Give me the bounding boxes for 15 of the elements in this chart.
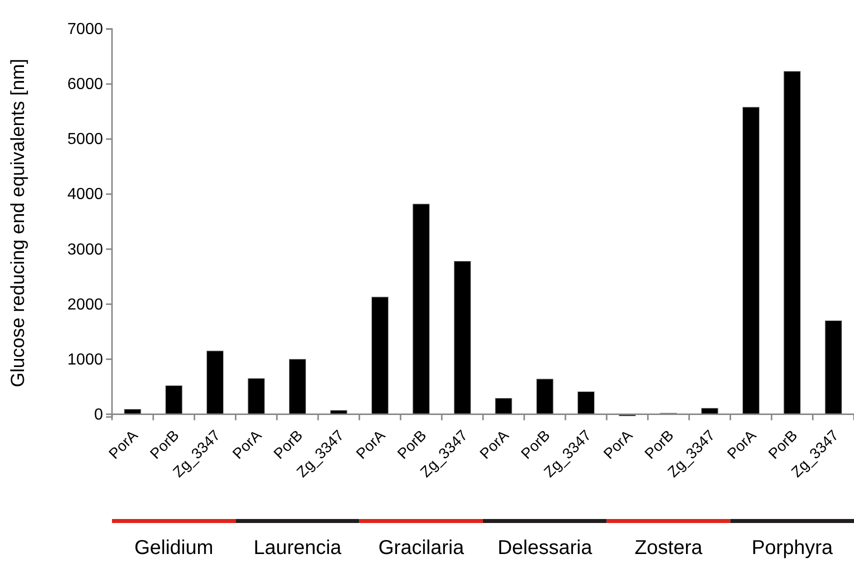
text: Gelidium [134,537,214,559]
y-tick-label: 1000 [67,351,104,368]
y-tick-label: 7000 [67,21,104,38]
y-tick-label: 0 [94,406,104,424]
y-tick-label: 3000 [67,241,104,258]
text: Porphyra [752,537,834,559]
text: Gracilaria [378,537,465,559]
y-tick-label: 4000 [67,186,104,204]
text: Delessaria [498,537,593,559]
text: Zostera [634,537,704,559]
y-tick-label: 2000 [67,296,104,314]
y-tick-label: 5000 [67,131,104,148]
y-axis-title: Glucose reducing end equivalents [nm] [8,58,29,388]
text: Laurencia [254,537,342,559]
y-tick-label: 6000 [67,76,104,94]
